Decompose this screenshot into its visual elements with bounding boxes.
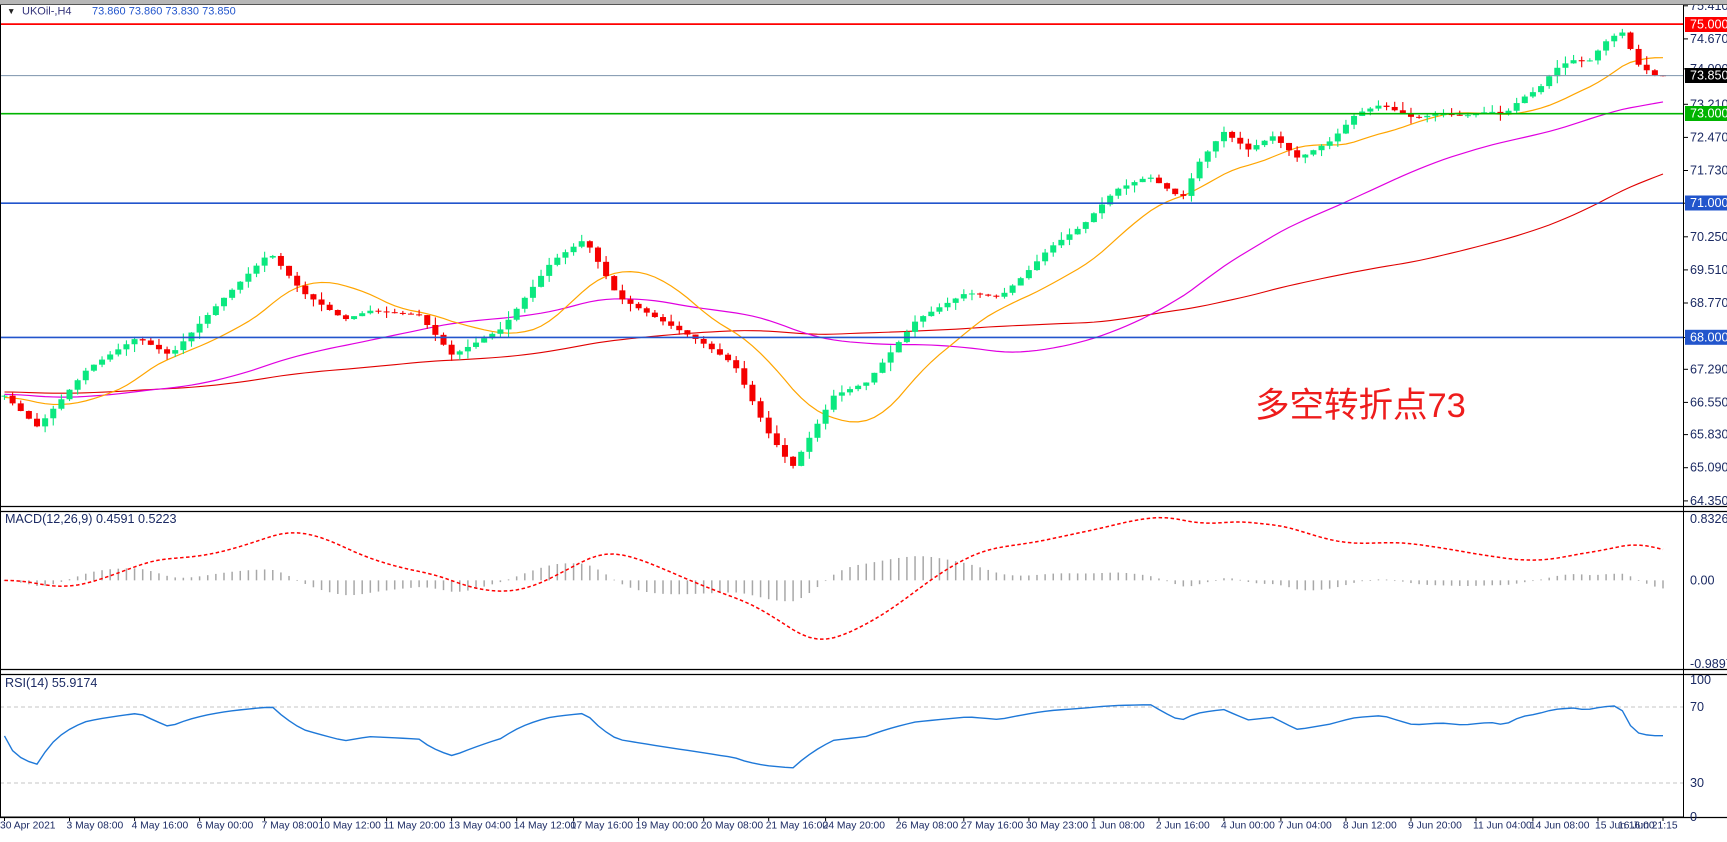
svg-text:2 Jun 16:00: 2 Jun 16:00 [1156,821,1210,832]
svg-text:多空转折点73: 多空转折点73 [1255,387,1466,425]
svg-text:73.000: 73.000 [1690,107,1727,121]
svg-text:17 May 16:00: 17 May 16:00 [571,821,634,832]
svg-text:71.000: 71.000 [1690,196,1727,210]
svg-text:71.730: 71.730 [1690,164,1727,178]
svg-text:21 May 16:00: 21 May 16:00 [766,821,829,832]
svg-text:68.000: 68.000 [1690,330,1727,344]
svg-text:70.250: 70.250 [1690,230,1727,244]
svg-text:6 May 00:00: 6 May 00:00 [197,821,254,832]
svg-text:16 Jun 21:15: 16 Jun 21:15 [1618,821,1678,832]
svg-text:64.350: 64.350 [1690,494,1727,508]
svg-text:30 Apr 2021: 30 Apr 2021 [0,821,56,832]
svg-text:20 May 08:00: 20 May 08:00 [701,821,764,832]
svg-text:UKOil-,H4: UKOil-,H4 [22,6,72,18]
svg-text:10 May 12:00: 10 May 12:00 [319,821,382,832]
svg-text:67.290: 67.290 [1690,362,1727,376]
svg-text:70: 70 [1690,700,1704,714]
svg-text:26 May 08:00: 26 May 08:00 [896,821,959,832]
svg-text:14 Jun 08:00: 14 Jun 08:00 [1530,821,1590,832]
svg-text:73.860 73.860 73.830 73.850: 73.860 73.860 73.830 73.850 [92,6,236,18]
svg-text:65.090: 65.090 [1690,461,1727,475]
svg-text:65.830: 65.830 [1690,428,1727,442]
svg-text:13 May 04:00: 13 May 04:00 [449,821,512,832]
svg-text:▼: ▼ [7,6,15,16]
svg-text:0.8326: 0.8326 [1690,512,1727,526]
svg-text:24 May 20:00: 24 May 20:00 [823,821,886,832]
svg-text:74.670: 74.670 [1690,32,1727,46]
svg-text:11 May 20:00: 11 May 20:00 [384,821,446,832]
svg-text:30 May 23:00: 30 May 23:00 [1026,821,1089,832]
svg-text:75.000: 75.000 [1690,18,1727,32]
svg-text:27 May 16:00: 27 May 16:00 [961,821,1024,832]
svg-text:-0.9897: -0.9897 [1690,657,1727,671]
svg-text:7 Jun 04:00: 7 Jun 04:00 [1278,821,1332,832]
svg-text:73.850: 73.850 [1690,69,1727,83]
svg-text:30: 30 [1690,776,1704,790]
svg-text:66.550: 66.550 [1690,395,1727,409]
svg-text:14 May 12:00: 14 May 12:00 [514,821,577,832]
svg-text:69.510: 69.510 [1690,263,1727,277]
svg-text:1 Jun 08:00: 1 Jun 08:00 [1091,821,1145,832]
svg-text:19 May 00:00: 19 May 00:00 [636,821,699,832]
svg-text:7 May 08:00: 7 May 08:00 [262,821,319,832]
svg-text:8 Jun 12:00: 8 Jun 12:00 [1343,821,1397,832]
svg-text:4 Jun 00:00: 4 Jun 00:00 [1221,821,1275,832]
svg-text:4 May 16:00: 4 May 16:00 [132,821,189,832]
svg-text:68.770: 68.770 [1690,296,1727,310]
svg-text:3 May 08:00: 3 May 08:00 [67,821,124,832]
svg-text:0: 0 [1690,810,1697,824]
svg-text:MACD(12,26,9) 0.4591 0.5223: MACD(12,26,9) 0.4591 0.5223 [5,512,177,526]
svg-text:0.00: 0.00 [1690,573,1715,587]
svg-text:RSI(14) 55.9174: RSI(14) 55.9174 [5,676,97,690]
svg-text:100: 100 [1690,673,1711,687]
svg-text:11 Jun 04:00: 11 Jun 04:00 [1473,821,1532,832]
svg-text:9 Jun 20:00: 9 Jun 20:00 [1408,821,1462,832]
svg-text:72.470: 72.470 [1690,130,1727,144]
